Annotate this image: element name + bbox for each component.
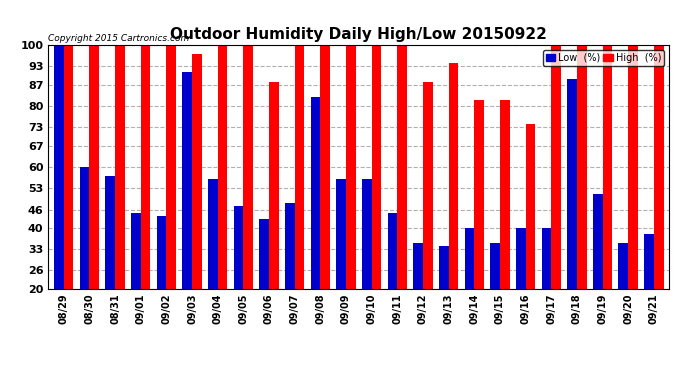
Bar	[310, 97, 320, 289]
Bar	[372, 45, 382, 289]
Bar	[79, 167, 90, 289]
Bar	[285, 203, 295, 289]
Bar	[259, 219, 269, 289]
Bar	[157, 216, 166, 289]
Bar	[526, 124, 535, 289]
Bar	[500, 100, 510, 289]
Bar	[295, 45, 304, 289]
Bar	[166, 45, 176, 289]
Legend: Low  (%), High  (%): Low (%), High (%)	[542, 50, 664, 66]
Bar	[542, 228, 551, 289]
Bar	[141, 45, 150, 289]
Bar	[182, 72, 192, 289]
Bar	[474, 100, 484, 289]
Bar	[63, 45, 73, 289]
Bar	[362, 179, 372, 289]
Bar	[423, 82, 433, 289]
Bar	[397, 45, 407, 289]
Text: Copyright 2015 Cartronics.com: Copyright 2015 Cartronics.com	[48, 34, 190, 43]
Bar	[192, 54, 201, 289]
Bar	[320, 45, 330, 289]
Bar	[448, 63, 458, 289]
Bar	[336, 179, 346, 289]
Bar	[413, 243, 423, 289]
Bar	[208, 179, 217, 289]
Bar	[244, 45, 253, 289]
Bar	[439, 246, 449, 289]
Bar	[602, 45, 612, 289]
Bar	[269, 82, 279, 289]
Bar	[90, 45, 99, 289]
Bar	[577, 45, 586, 289]
Bar	[234, 207, 244, 289]
Bar	[131, 213, 141, 289]
Bar	[54, 45, 63, 289]
Bar	[346, 45, 356, 289]
Bar	[644, 234, 654, 289]
Bar	[115, 45, 125, 289]
Bar	[618, 243, 628, 289]
Bar	[516, 228, 526, 289]
Bar	[490, 243, 500, 289]
Title: Outdoor Humidity Daily High/Low 20150922: Outdoor Humidity Daily High/Low 20150922	[170, 27, 547, 42]
Bar	[464, 228, 474, 289]
Bar	[593, 194, 602, 289]
Bar	[217, 45, 228, 289]
Bar	[106, 176, 115, 289]
Bar	[567, 78, 577, 289]
Bar	[654, 45, 664, 289]
Bar	[551, 45, 561, 289]
Bar	[628, 45, 638, 289]
Bar	[388, 213, 397, 289]
